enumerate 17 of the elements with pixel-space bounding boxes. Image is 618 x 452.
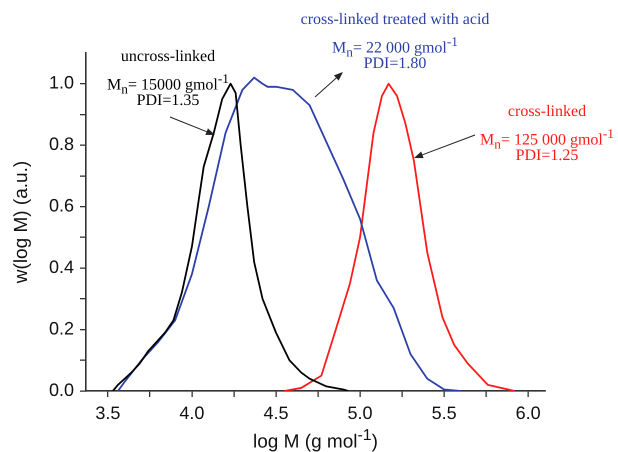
y-tick-label: 1.0	[48, 72, 74, 93]
y-tick-label: 0.0	[48, 380, 74, 400]
y-tick-label: 0.8	[48, 134, 74, 154]
x-tick-label: 4.0	[179, 402, 204, 423]
y-tick-label: 0.2	[48, 318, 74, 339]
x-tick-label: 3.5	[95, 402, 120, 423]
text: cross-linked treated with acid	[300, 10, 490, 30]
x-tick-label: 4.5	[263, 402, 289, 423]
annotation: cross-linked	[508, 102, 586, 122]
y-axis-title: w(log M) (a.u.)	[11, 160, 34, 284]
annotation: uncross-linked	[120, 47, 216, 67]
x-tick-label: 6.0	[516, 402, 541, 423]
x-tick-label: 5.0	[348, 402, 373, 423]
x-axis-title: log M (g mol$^{-1}$)	[253, 427, 378, 452]
y-tick-label: 0.4	[48, 257, 74, 278]
x-tick-label: 5.5	[432, 402, 457, 423]
y-tick-label: 0.6	[48, 196, 74, 216]
